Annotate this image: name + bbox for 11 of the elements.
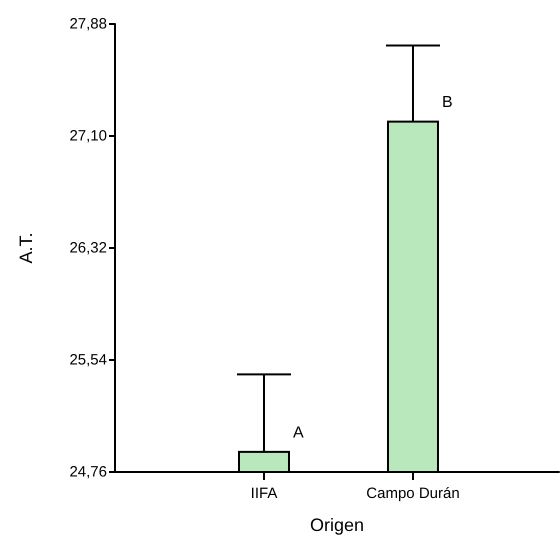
y-tick-label: 25,54 xyxy=(69,352,107,368)
annotation: B xyxy=(442,94,453,112)
y-axis-title: A.T. xyxy=(16,232,36,264)
y-tick-label: 27,88 xyxy=(69,16,107,32)
y-tick-label: 24,76 xyxy=(69,464,107,480)
annotation: A xyxy=(292,424,304,442)
y-tick-label: 26,32 xyxy=(69,240,107,256)
x-axis-title: Origen xyxy=(310,515,364,535)
x-tick-label: Campo Durán xyxy=(366,485,460,502)
y-tick-label: 27,10 xyxy=(69,128,107,144)
x-tick-label: IIFA xyxy=(250,485,278,502)
